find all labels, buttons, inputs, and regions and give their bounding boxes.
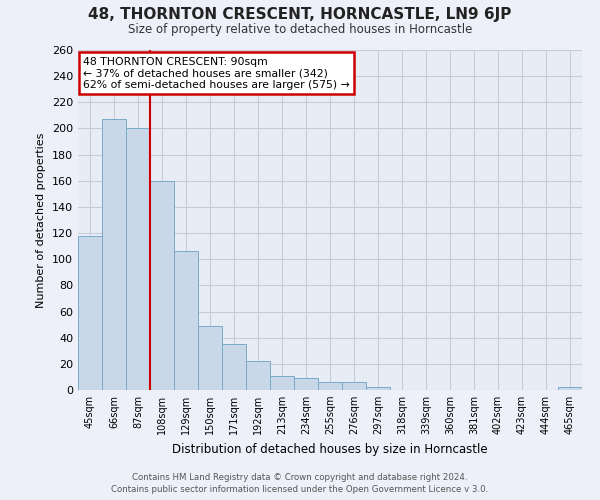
Bar [294,378,318,390]
Bar [222,344,246,390]
Bar [126,128,150,390]
Bar [246,361,270,390]
Bar [78,236,102,390]
Bar [270,376,294,390]
Bar [318,382,342,390]
Text: Contains HM Land Registry data © Crown copyright and database right 2024.
Contai: Contains HM Land Registry data © Crown c… [112,472,488,494]
Text: Size of property relative to detached houses in Horncastle: Size of property relative to detached ho… [128,22,472,36]
Bar [102,120,126,390]
Bar [366,388,390,390]
Bar [150,181,174,390]
Text: 48 THORNTON CRESCENT: 90sqm
← 37% of detached houses are smaller (342)
62% of se: 48 THORNTON CRESCENT: 90sqm ← 37% of det… [83,57,350,90]
Bar [198,326,222,390]
Bar [558,388,582,390]
Y-axis label: Number of detached properties: Number of detached properties [37,132,46,308]
Bar [174,252,198,390]
X-axis label: Distribution of detached houses by size in Horncastle: Distribution of detached houses by size … [172,442,488,456]
Text: 48, THORNTON CRESCENT, HORNCASTLE, LN9 6JP: 48, THORNTON CRESCENT, HORNCASTLE, LN9 6… [88,8,512,22]
Bar [342,382,366,390]
